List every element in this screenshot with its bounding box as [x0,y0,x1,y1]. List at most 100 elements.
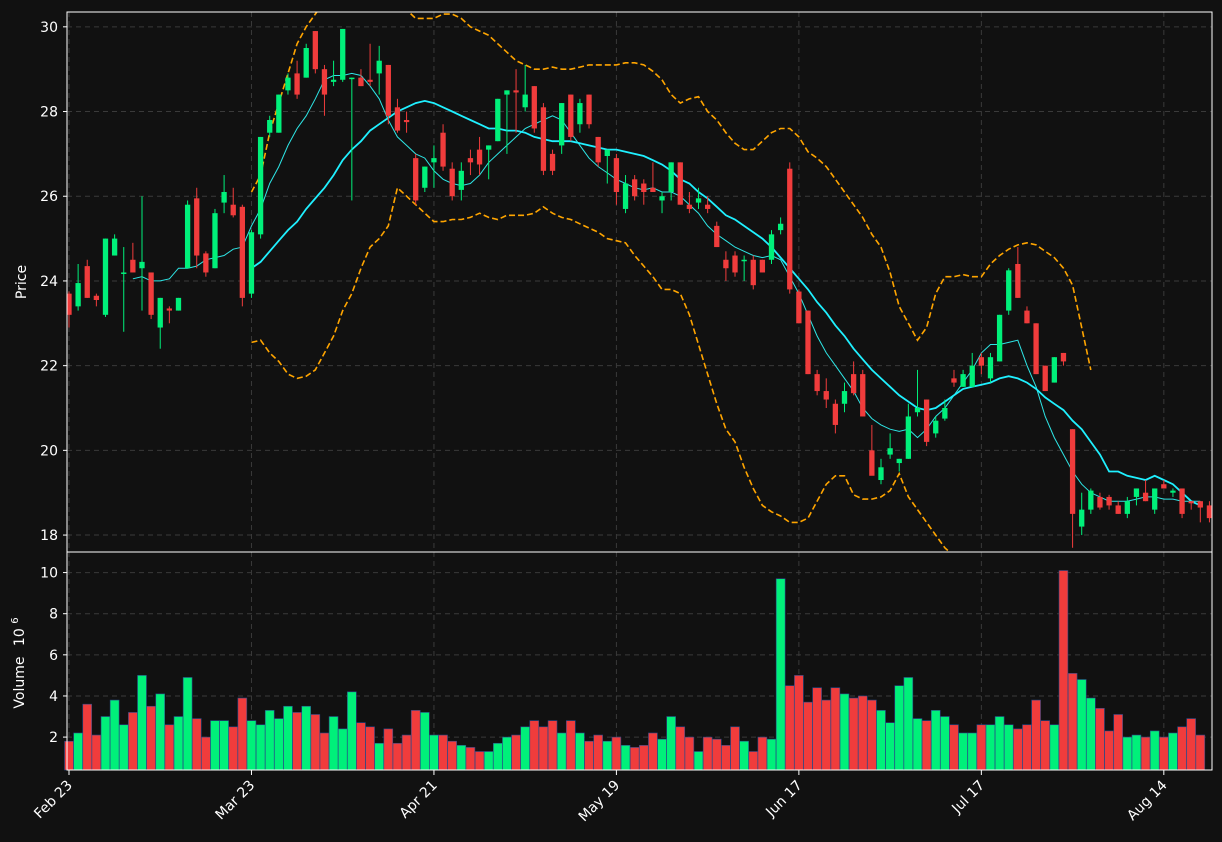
volume-bar [794,675,804,771]
volume-tick-label: 2 [49,730,58,746]
volume-bar [693,751,704,771]
candle-up [1088,490,1094,510]
candle-up [75,283,81,307]
volume-bar [748,751,759,771]
candle-up [340,28,346,80]
candle-down [367,79,373,82]
candle-up [668,162,674,192]
volume-bar [429,734,439,771]
volume-bar [1195,734,1206,771]
volume-bar [639,745,649,771]
candle-down [467,158,474,163]
volume-bar [511,734,521,771]
candle-down [568,94,574,137]
candle-up [905,416,912,459]
candle-down [978,357,984,366]
candle-up [504,90,510,95]
candle-down [294,73,300,95]
candle-up [431,158,437,163]
candle-up [121,272,127,274]
volume-bar [575,732,585,771]
volume-bar [1113,714,1123,771]
volume-bar [128,712,138,771]
volume-bar [702,736,713,771]
volume-bar [912,718,923,771]
volume-bar [566,720,576,771]
volume-bar [885,722,895,771]
candle-up [604,149,610,156]
candle-up [267,120,273,133]
volume-bar [201,736,211,771]
volume-bar [1159,736,1169,771]
candle-down [613,158,620,192]
candle-down [850,374,857,394]
volume-bar [1186,718,1196,771]
volume-bar [100,716,111,771]
candle-up [495,98,501,142]
volume-bar [447,740,457,771]
candle-down [750,259,756,286]
candle-up [184,204,191,269]
volume-bar [949,724,959,771]
candle-down [923,399,930,442]
candle-up [969,365,975,387]
candle-down [358,77,364,87]
volume-bar [867,699,877,771]
volume-tick-label: 6 [49,648,58,664]
candle-down [869,450,875,476]
volume-bar [766,738,777,771]
volume-bar [146,705,156,771]
volume-bar [91,734,102,771]
volume-bar [64,740,74,771]
volume-bar [109,699,120,771]
candle-down [595,136,601,163]
volume-bar [392,742,403,771]
volume-bar [1168,732,1178,771]
volume-bar [629,747,640,771]
volume-bar [876,710,886,771]
candle-up [960,374,966,387]
volume-bar [337,728,348,771]
candle-down [93,295,100,300]
candle-up [486,145,492,150]
volume-bar [556,732,567,771]
candle-down [951,378,957,383]
candle-down [677,162,683,205]
volume-bar [930,710,941,771]
volume-bar [365,726,375,771]
candle-down [413,158,419,201]
volume-bar [602,740,613,771]
candle-down [732,255,738,273]
candle-down [632,179,638,197]
candle-down [403,120,410,123]
candle-up [102,238,109,315]
volume-bar [173,716,184,771]
candle-down [239,206,245,298]
volume-bar [474,751,485,771]
candle-down [1069,429,1076,514]
candle-down [166,308,173,311]
volume-bar [529,720,540,771]
candle-up [276,94,282,133]
volume-bar [347,691,357,771]
candle-down [805,310,811,375]
candle-down [714,225,720,248]
volume-bar [210,720,220,771]
volume-bar [356,722,366,771]
candle-up [458,170,464,190]
candle-up [695,198,702,203]
candle-up [139,261,145,269]
candle-down [1015,264,1021,298]
volume-bar [73,732,83,771]
candle-up [285,77,291,91]
bollinger-bands [250,12,1092,552]
candle-down [814,374,820,392]
volume-bar [228,726,238,771]
candle-down [1060,352,1067,362]
volume-bar [438,734,448,771]
candle-up [577,103,583,125]
volume-bar [310,714,321,771]
volume-bar [1076,679,1087,771]
candle-down [84,266,90,298]
price-tick-label: 26 [40,189,58,205]
